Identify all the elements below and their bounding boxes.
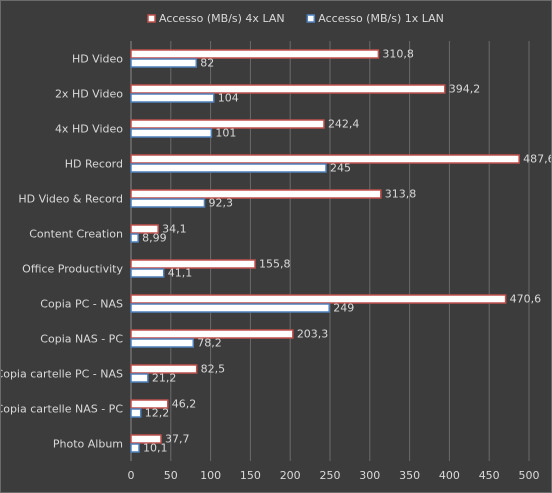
- data-label-series-2-category-5: 92,3: [208, 197, 233, 210]
- legend-label-series-1: Accesso (MB/s) 4x LAN: [159, 12, 285, 25]
- bar-series-2-category-2: [130, 93, 215, 103]
- bar-series-1-category-12: [130, 434, 162, 444]
- data-label-series-2-category-6: 8,99: [142, 232, 167, 245]
- bar-series-1-category-7: [130, 259, 256, 269]
- legend-swatch-series-2: [306, 14, 316, 23]
- data-label-series-2-category-8: 249: [333, 302, 354, 315]
- category-label-1: HD Video: [72, 53, 123, 66]
- bar-series-1-category-4: [130, 154, 520, 164]
- bar-series-2-category-5: [130, 198, 206, 208]
- legend-label-series-2: Accesso (MB/s) 1x LAN: [318, 12, 444, 25]
- x-tick-label-100: 100: [200, 469, 221, 482]
- data-label-series-1-category-10: 82,5: [201, 363, 226, 376]
- category-label-7: Office Productivity: [22, 263, 123, 276]
- bar-series-1-category-9: [130, 329, 294, 339]
- x-tick-label-200: 200: [280, 469, 301, 482]
- data-label-series-1-category-1: 310,8: [382, 48, 414, 61]
- x-tick-label-250: 250: [320, 469, 341, 482]
- data-label-series-1-category-6: 34,1: [162, 223, 187, 236]
- data-label-series-1-category-12: 37,7: [165, 433, 190, 446]
- data-label-series-2-category-7: 41,1: [168, 267, 193, 280]
- category-label-10: Copia cartelle PC - NAS: [1, 368, 123, 381]
- data-label-series-2-category-9: 78,2: [197, 337, 222, 350]
- category-label-8: Copia PC - NAS: [40, 298, 123, 311]
- category-label-6: Content Creation: [29, 228, 123, 241]
- bar-series-2-category-4: [130, 163, 327, 173]
- data-label-series-1-category-11: 46,2: [172, 398, 197, 411]
- x-tick-label-450: 450: [479, 469, 500, 482]
- bar-series-2-category-3: [130, 128, 213, 138]
- data-label-series-2-category-2: 104: [218, 92, 239, 105]
- legend-swatch-series-1: [147, 14, 156, 23]
- data-label-series-2-category-11: 12,2: [145, 407, 170, 420]
- bar-series-2-category-1: [130, 58, 198, 68]
- bar-series-1-category-8: [130, 294, 507, 304]
- bar-series-1-category-10: [130, 364, 198, 374]
- x-tick-label-400: 400: [439, 469, 460, 482]
- data-label-series-2-category-4: 245: [330, 162, 351, 175]
- bar-series-1-category-6: [130, 224, 159, 234]
- x-tick-label-150: 150: [240, 469, 261, 482]
- data-label-series-2-category-3: 101: [215, 127, 236, 140]
- data-label-series-1-category-2: 394,2: [449, 83, 481, 96]
- x-tick-label-300: 300: [359, 469, 380, 482]
- category-label-2: 2x HD Video: [55, 88, 123, 101]
- bar-series-2-category-7: [130, 268, 165, 278]
- data-label-series-1-category-3: 242,4: [328, 118, 360, 131]
- bar-series-2-category-9: [130, 338, 194, 348]
- bar-series-2-category-6: [130, 233, 139, 243]
- data-label-series-1-category-8: 470,6: [510, 293, 542, 306]
- category-label-5: HD Video & Record: [18, 193, 123, 206]
- category-label-12: Photo Album: [53, 438, 123, 451]
- category-label-3: 4x HD Video: [55, 123, 123, 136]
- bar-series-2-category-11: [130, 408, 142, 418]
- bar-series-1-category-3: [130, 119, 325, 129]
- category-label-4: HD Record: [65, 158, 123, 171]
- x-tick-label-0: 0: [128, 469, 135, 482]
- data-label-series-1-category-4: 487,6: [523, 153, 551, 166]
- category-label-9: Copia NAS - PC: [40, 333, 123, 346]
- category-label-11: Copia cartelle NAS - PC: [1, 403, 123, 416]
- bar-series-2-category-8: [130, 303, 330, 313]
- x-tick-label-50: 50: [164, 469, 178, 482]
- x-tick-label-350: 350: [399, 469, 420, 482]
- bar-series-2-category-12: [130, 443, 140, 453]
- bar-series-1-category-1: [130, 49, 380, 59]
- bar-series-2-category-10: [130, 373, 149, 383]
- data-label-series-1-category-9: 203,3: [297, 328, 329, 341]
- data-label-series-1-category-5: 313,8: [385, 188, 417, 201]
- data-label-series-2-category-12: 10,1: [143, 442, 168, 455]
- data-label-series-2-category-1: 82: [200, 57, 214, 70]
- bar-series-1-category-2: [130, 84, 446, 94]
- bar-series-1-category-5: [130, 189, 382, 199]
- data-label-series-1-category-7: 155,8: [259, 258, 291, 271]
- data-label-series-2-category-10: 21,2: [152, 372, 177, 385]
- x-tick-label-500: 500: [519, 469, 540, 482]
- bar-series-1-category-11: [130, 399, 169, 409]
